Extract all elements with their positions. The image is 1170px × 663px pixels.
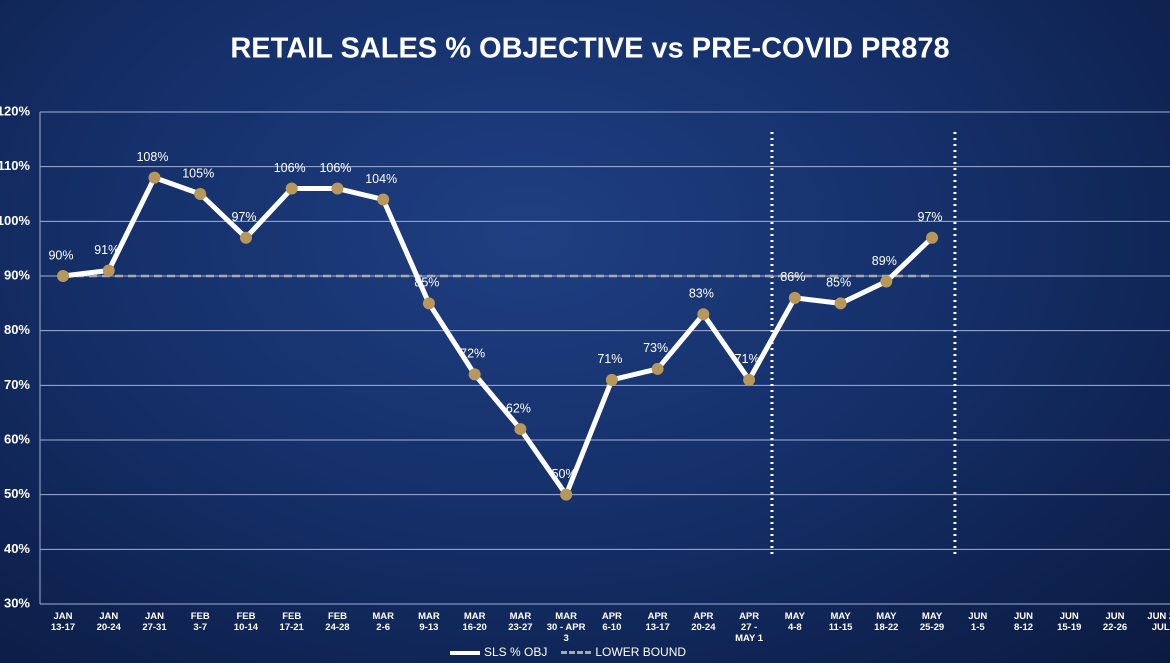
data-label: 86% xyxy=(780,270,805,284)
x-tick-label: APR 27 - MAY 1 xyxy=(735,611,764,644)
y-tick-label: 80% xyxy=(4,322,30,337)
marker xyxy=(285,182,298,195)
data-label: 106% xyxy=(319,161,351,175)
x-tick-label: MAY 25-29 xyxy=(919,611,945,633)
data-label: 73% xyxy=(643,341,668,355)
x-tick-label: MAR 23-27 xyxy=(508,611,533,633)
x-tick-label: MAR 30 - APR 3 xyxy=(546,611,586,644)
marker xyxy=(468,368,481,381)
legend-swatch xyxy=(561,651,592,655)
y-tick-label: 30% xyxy=(4,595,30,610)
marker xyxy=(788,291,801,304)
marker xyxy=(102,264,115,277)
marker xyxy=(880,275,893,288)
data-label: 72% xyxy=(460,347,485,361)
data-label: 62% xyxy=(506,401,531,415)
marker xyxy=(651,362,664,375)
marker xyxy=(57,270,69,282)
x-tick-label: JUN 15-19 xyxy=(1057,611,1082,633)
marker xyxy=(834,297,847,310)
data-label: 85% xyxy=(414,276,439,290)
data-label: 108% xyxy=(136,150,168,164)
y-tick-label: 40% xyxy=(4,541,30,556)
data-label: 91% xyxy=(94,243,119,257)
x-tick-label: FEB 10-14 xyxy=(233,611,259,633)
marker xyxy=(560,488,573,501)
marker xyxy=(194,188,207,200)
x-tick-label: MAY 4-8 xyxy=(784,611,805,633)
data-label: 97% xyxy=(231,210,256,224)
y-tick-label: 70% xyxy=(4,377,30,392)
marker xyxy=(697,308,710,321)
y-tick-label: 50% xyxy=(4,486,30,501)
x-tick-label: FEB 24-28 xyxy=(325,611,350,633)
x-tick-label: JAN 27-31 xyxy=(142,611,167,633)
marker xyxy=(605,373,618,386)
legend: SLS % OBJ LOWER BOUND xyxy=(450,645,686,659)
x-tick-label: JUN 1-5 xyxy=(968,611,988,633)
x-tick-label: FEB 3-7 xyxy=(190,611,210,633)
x-tick-label: FEB 17-21 xyxy=(279,611,304,633)
data-label: 104% xyxy=(365,172,397,186)
x-tick-label: JUN 22-26 xyxy=(1102,611,1128,633)
marker xyxy=(331,182,344,195)
data-label: 71% xyxy=(735,352,760,366)
marker xyxy=(377,193,390,206)
x-tick-label: JAN 20-24 xyxy=(96,611,121,633)
data-label: 90% xyxy=(48,248,73,262)
data-label: 85% xyxy=(826,276,851,290)
y-tick-label: 90% xyxy=(4,267,30,282)
data-label: 97% xyxy=(918,210,943,224)
y-tick-label: 100% xyxy=(0,213,30,228)
marker xyxy=(514,423,527,436)
marker xyxy=(743,373,756,386)
x-tick-label: MAR 16-20 xyxy=(462,611,487,633)
series-line xyxy=(62,175,934,498)
x-tick-label: JUN 2 JUL xyxy=(1147,611,1170,633)
marker xyxy=(239,231,252,244)
data-label: 83% xyxy=(689,287,714,301)
legend-item: LOWER BOUND xyxy=(561,645,686,659)
x-tick-label: JUN 8-12 xyxy=(1014,611,1034,633)
marker xyxy=(148,171,161,184)
x-tick-label: MAR 9-13 xyxy=(418,611,440,633)
chart-title: RETAIL SALES % OBJECTIVE vs PRE-COVID PR… xyxy=(230,33,949,65)
x-tick-label: JAN 13-17 xyxy=(50,611,76,633)
legend-label: LOWER BOUND xyxy=(595,645,687,659)
data-label: 89% xyxy=(872,254,897,268)
data-label: 71% xyxy=(597,352,622,366)
marker xyxy=(422,297,435,310)
data-label: 106% xyxy=(274,161,306,175)
x-tick-label: MAY 11-15 xyxy=(828,611,853,633)
y-tick-label: 60% xyxy=(4,431,30,446)
data-label: 105% xyxy=(182,166,214,180)
data-label: 50% xyxy=(552,467,577,481)
y-tick-label: 110% xyxy=(0,158,30,173)
legend-label: SLS % OBJ xyxy=(484,645,548,659)
x-tick-label: MAY 18-22 xyxy=(874,611,899,633)
y-tick-label: 120% xyxy=(0,103,30,118)
x-tick-label: APR 6-10 xyxy=(601,611,622,633)
x-tick-label: APR 13-17 xyxy=(645,611,670,633)
x-tick-label: APR 20-24 xyxy=(691,611,716,633)
marker xyxy=(926,231,939,244)
legend-item: SLS % OBJ xyxy=(450,645,547,659)
legend-swatch xyxy=(450,650,480,655)
x-tick-label: MAR 2-6 xyxy=(372,611,394,633)
